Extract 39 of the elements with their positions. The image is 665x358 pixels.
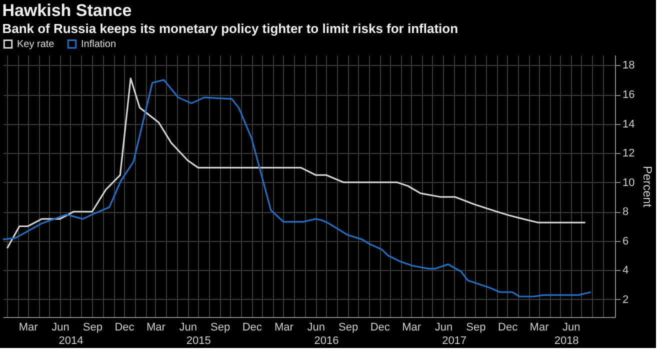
y-tick-label: 18 <box>622 60 635 72</box>
text: 2017 <box>442 335 467 347</box>
x-tick-label: Dec <box>114 322 135 334</box>
text: 2014 <box>58 335 84 347</box>
x-tick-label: Dec <box>242 322 262 334</box>
y-axis-title: Percent <box>640 166 655 208</box>
x-tick-label: Jun <box>434 322 453 334</box>
chart-subtitle: Bank of Russia keeps its monetary policy tighter to limit risks for inflation <box>2 21 458 36</box>
x-tick-label: Mar <box>530 322 550 334</box>
text: 2018 <box>554 335 579 347</box>
text: 2015 <box>186 335 211 347</box>
x-tick-label: Sep <box>338 322 358 334</box>
x-tick-label: Sep <box>82 322 102 334</box>
x-tick-label: Sep <box>466 322 486 334</box>
x-tick-label: Mar <box>274 322 294 334</box>
y-tick-label: 16 <box>622 89 635 102</box>
x-tick-label: Mar <box>18 322 38 334</box>
y-tick-label: 10 <box>622 176 635 189</box>
line-series <box>6 78 586 250</box>
x-tick-label: Jun <box>179 322 198 334</box>
y-tick-label: 14 <box>622 118 635 130</box>
y-tick-label: 2 <box>622 294 629 306</box>
text: 2016 <box>314 335 339 347</box>
y-tick-label: 4 <box>622 264 629 277</box>
x-tick-label: Mar <box>402 322 422 334</box>
x-tick-label: Sep <box>210 322 230 334</box>
line-series <box>2 79 592 298</box>
legend-label: Inflation <box>81 39 116 50</box>
y-tick-label: 6 <box>622 235 629 248</box>
x-tick-label: Dec <box>370 322 390 334</box>
x-tick-label: Dec <box>498 322 518 334</box>
chart-title: Hawkish Stance <box>2 1 132 20</box>
y-tick-label: 12 <box>622 148 635 160</box>
x-tick-label: Jun <box>52 322 70 334</box>
legend-label: Key rate <box>17 39 55 50</box>
x-tick-label: Mar <box>146 322 166 334</box>
x-tick-label: Jun <box>307 322 326 334</box>
y-tick-label: 8 <box>622 206 629 218</box>
x-tick-label: Jun <box>562 322 580 334</box>
